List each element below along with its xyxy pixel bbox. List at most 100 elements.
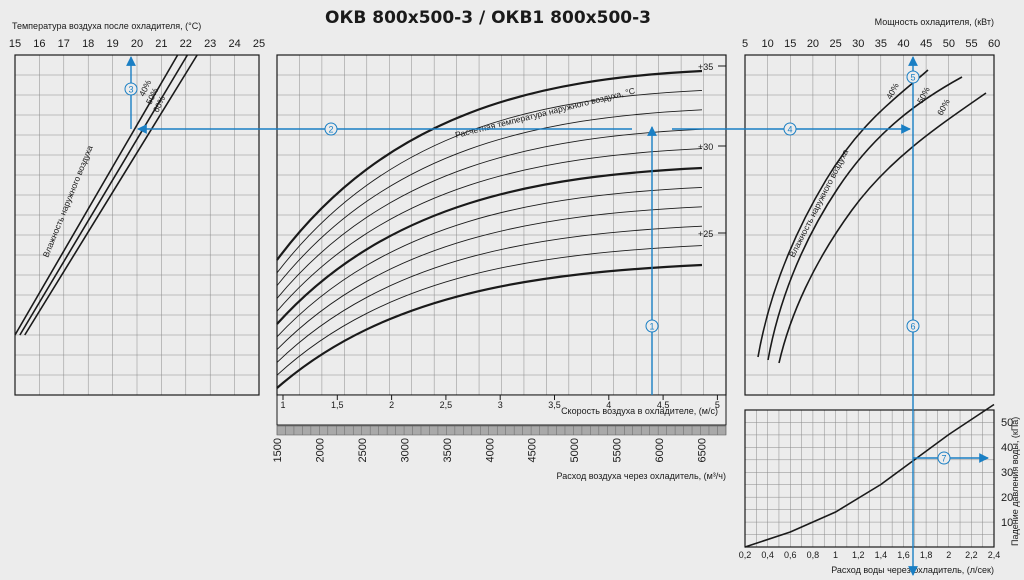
left-curves [14, 54, 198, 336]
temperature-curve [276, 89, 703, 274]
left-tick-label: 18 [82, 38, 94, 50]
right-tick-label: 25 [829, 38, 841, 50]
page-title: ОКВ 800x500-3 / ОКВ1 800x500-3 [325, 8, 651, 28]
velocity-tick-label: 4,5 [657, 400, 670, 410]
flow-tick-label: 1500 [272, 438, 284, 462]
temperature-curve [276, 206, 703, 350]
right-curve-caption: Влажность наружного воздуха [787, 147, 850, 258]
right-tick-label: 30 [852, 38, 864, 50]
left-tick-label: 25 [253, 38, 265, 50]
flow-tick-label: 5000 [569, 438, 581, 462]
left-plot-frame [14, 54, 260, 396]
procedure-lines [126, 56, 989, 576]
flow-tick-label: 6500 [697, 438, 709, 462]
flow-tick-label: 6000 [654, 438, 666, 462]
water-flow-tick-label: 1,4 [875, 550, 888, 560]
water-flow-tick-label: 0,6 [784, 550, 797, 560]
right-tick-label: 10 [762, 38, 774, 50]
flow-axis-ticks: 1500 2000 2500 3000 3500 4000 4500 5000 5500 6000… [272, 438, 709, 462]
center-curves [276, 69, 703, 389]
right-curve-label: 60% [935, 97, 952, 117]
temperature-curve [276, 225, 703, 363]
left-tick-label: 15 [9, 38, 21, 50]
right-bottom-plot-frame [744, 409, 995, 548]
temperature-curve [276, 263, 703, 389]
step-marker-circle [324, 122, 338, 136]
left-axis-ticks: 15 16 17 18 19 20 21 22 23 24 25 [9, 38, 265, 50]
water-flow-tick-label: 1,8 [920, 550, 933, 560]
left-tick-label: 23 [204, 38, 216, 50]
left-tick-label: 24 [228, 38, 240, 50]
right-tick-label: 60 [988, 38, 1000, 50]
right-humidity-curve [767, 76, 963, 361]
step-marker-circle [906, 319, 920, 333]
velocity-axis-label: Скорость воздуха в охладителе, (м/с) [561, 406, 718, 416]
pressure-tick-label: 20 [1001, 492, 1013, 504]
step-marker-circle [124, 82, 138, 96]
left-axis-title: Температура воздуха после охладителя, (°… [12, 21, 201, 31]
center-curve-caption: Расчетная температура наружного воздуха,… [454, 85, 636, 139]
velocity-tick-label: 3 [498, 400, 503, 410]
step-marker-label: 6 [910, 322, 915, 332]
temperature-labels: +35 +30 +25 [698, 62, 726, 239]
flow-axis-label: Расход воздуха через охладитель, (м³/ч) [557, 471, 726, 481]
left-tick-label: 21 [155, 38, 167, 50]
velocity-axis-ticks: 1 1,5 2 2,5 3 3,5 4 4,5 5 [280, 395, 720, 410]
center-grid [277, 55, 726, 395]
temperature-curve [276, 128, 703, 299]
step-marker-label: 7 [941, 454, 946, 464]
water-flow-tick-label: 2 [946, 550, 951, 560]
left-grid [15, 55, 259, 395]
right-curve-label: 40% [884, 81, 901, 101]
step-marker-label: 1 [649, 322, 654, 332]
left-tick-label: 17 [58, 38, 70, 50]
pressure-drop-curve [744, 403, 995, 548]
left-humidity-curve [19, 54, 189, 336]
water-flow-tick-label: 0,2 [739, 550, 752, 560]
velocity-tick-label: 2,5 [440, 400, 453, 410]
water-flow-tick-label: 1,6 [897, 550, 910, 560]
velocity-tick-label: 5 [715, 400, 720, 410]
temperature-curve [276, 148, 703, 312]
pressure-tick-label: 50 [1001, 417, 1013, 429]
step-marker-circle [783, 122, 797, 136]
right-tick-label: 20 [807, 38, 819, 50]
velocity-tick-label: 2 [389, 400, 394, 410]
temperature-curve [276, 166, 703, 325]
flow-tick-label: 3500 [442, 438, 454, 462]
flow-tick-label: 3000 [399, 438, 411, 462]
right-top-plot-frame [744, 54, 995, 396]
flow-bar-ticks [276, 426, 727, 435]
right-top-curves [757, 69, 987, 364]
flow-axis-bar [276, 425, 727, 436]
right-axis-ticks: 5 10 15 20 25 30 35 40 45 50 55 60 [742, 38, 1000, 50]
temperature-curve [276, 245, 703, 376]
right-humidity-curve [778, 92, 987, 364]
left-curve-caption: Влажность наружного воздуха [41, 144, 95, 259]
right-tick-label: 40 [897, 38, 909, 50]
velocity-axis-box [276, 394, 727, 426]
water-flow-tick-label: 2,2 [965, 550, 978, 560]
pressure-tick-label: 30 [1001, 467, 1013, 479]
velocity-tick-label: 1,5 [331, 400, 344, 410]
right-humidity-curve [757, 69, 929, 358]
right-tick-label: 35 [875, 38, 887, 50]
water-flow-tick-label: 0,4 [761, 550, 774, 560]
water-flow-axis-ticks: 0,2 0,4 0,6 0,8 1 1,2 1,4 1,6 1,8 2 2,2 2,4 [739, 550, 1001, 560]
left-tick-label: 22 [180, 38, 192, 50]
temperature-label: +25 [698, 229, 713, 239]
step-marker-circle [937, 451, 951, 465]
step-marker-label: 3 [128, 85, 133, 95]
pressure-axis-ticks: 10 20 30 40 50 [1001, 417, 1013, 529]
right-tick-label: 5 [742, 38, 748, 50]
right-tick-label: 15 [784, 38, 796, 50]
left-tick-label: 20 [131, 38, 143, 50]
right-tick-label: 55 [965, 38, 977, 50]
step-markers: 1 2 3 4 5 6 7 [124, 70, 951, 465]
pressure-axis-label: Падение давления воды, (кПа) [1010, 417, 1020, 546]
flow-tick-label: 2000 [314, 438, 326, 462]
right-top-grid [745, 55, 994, 395]
right-tick-label: 45 [920, 38, 932, 50]
left-curve-labels: 40%50%60% [137, 78, 168, 114]
